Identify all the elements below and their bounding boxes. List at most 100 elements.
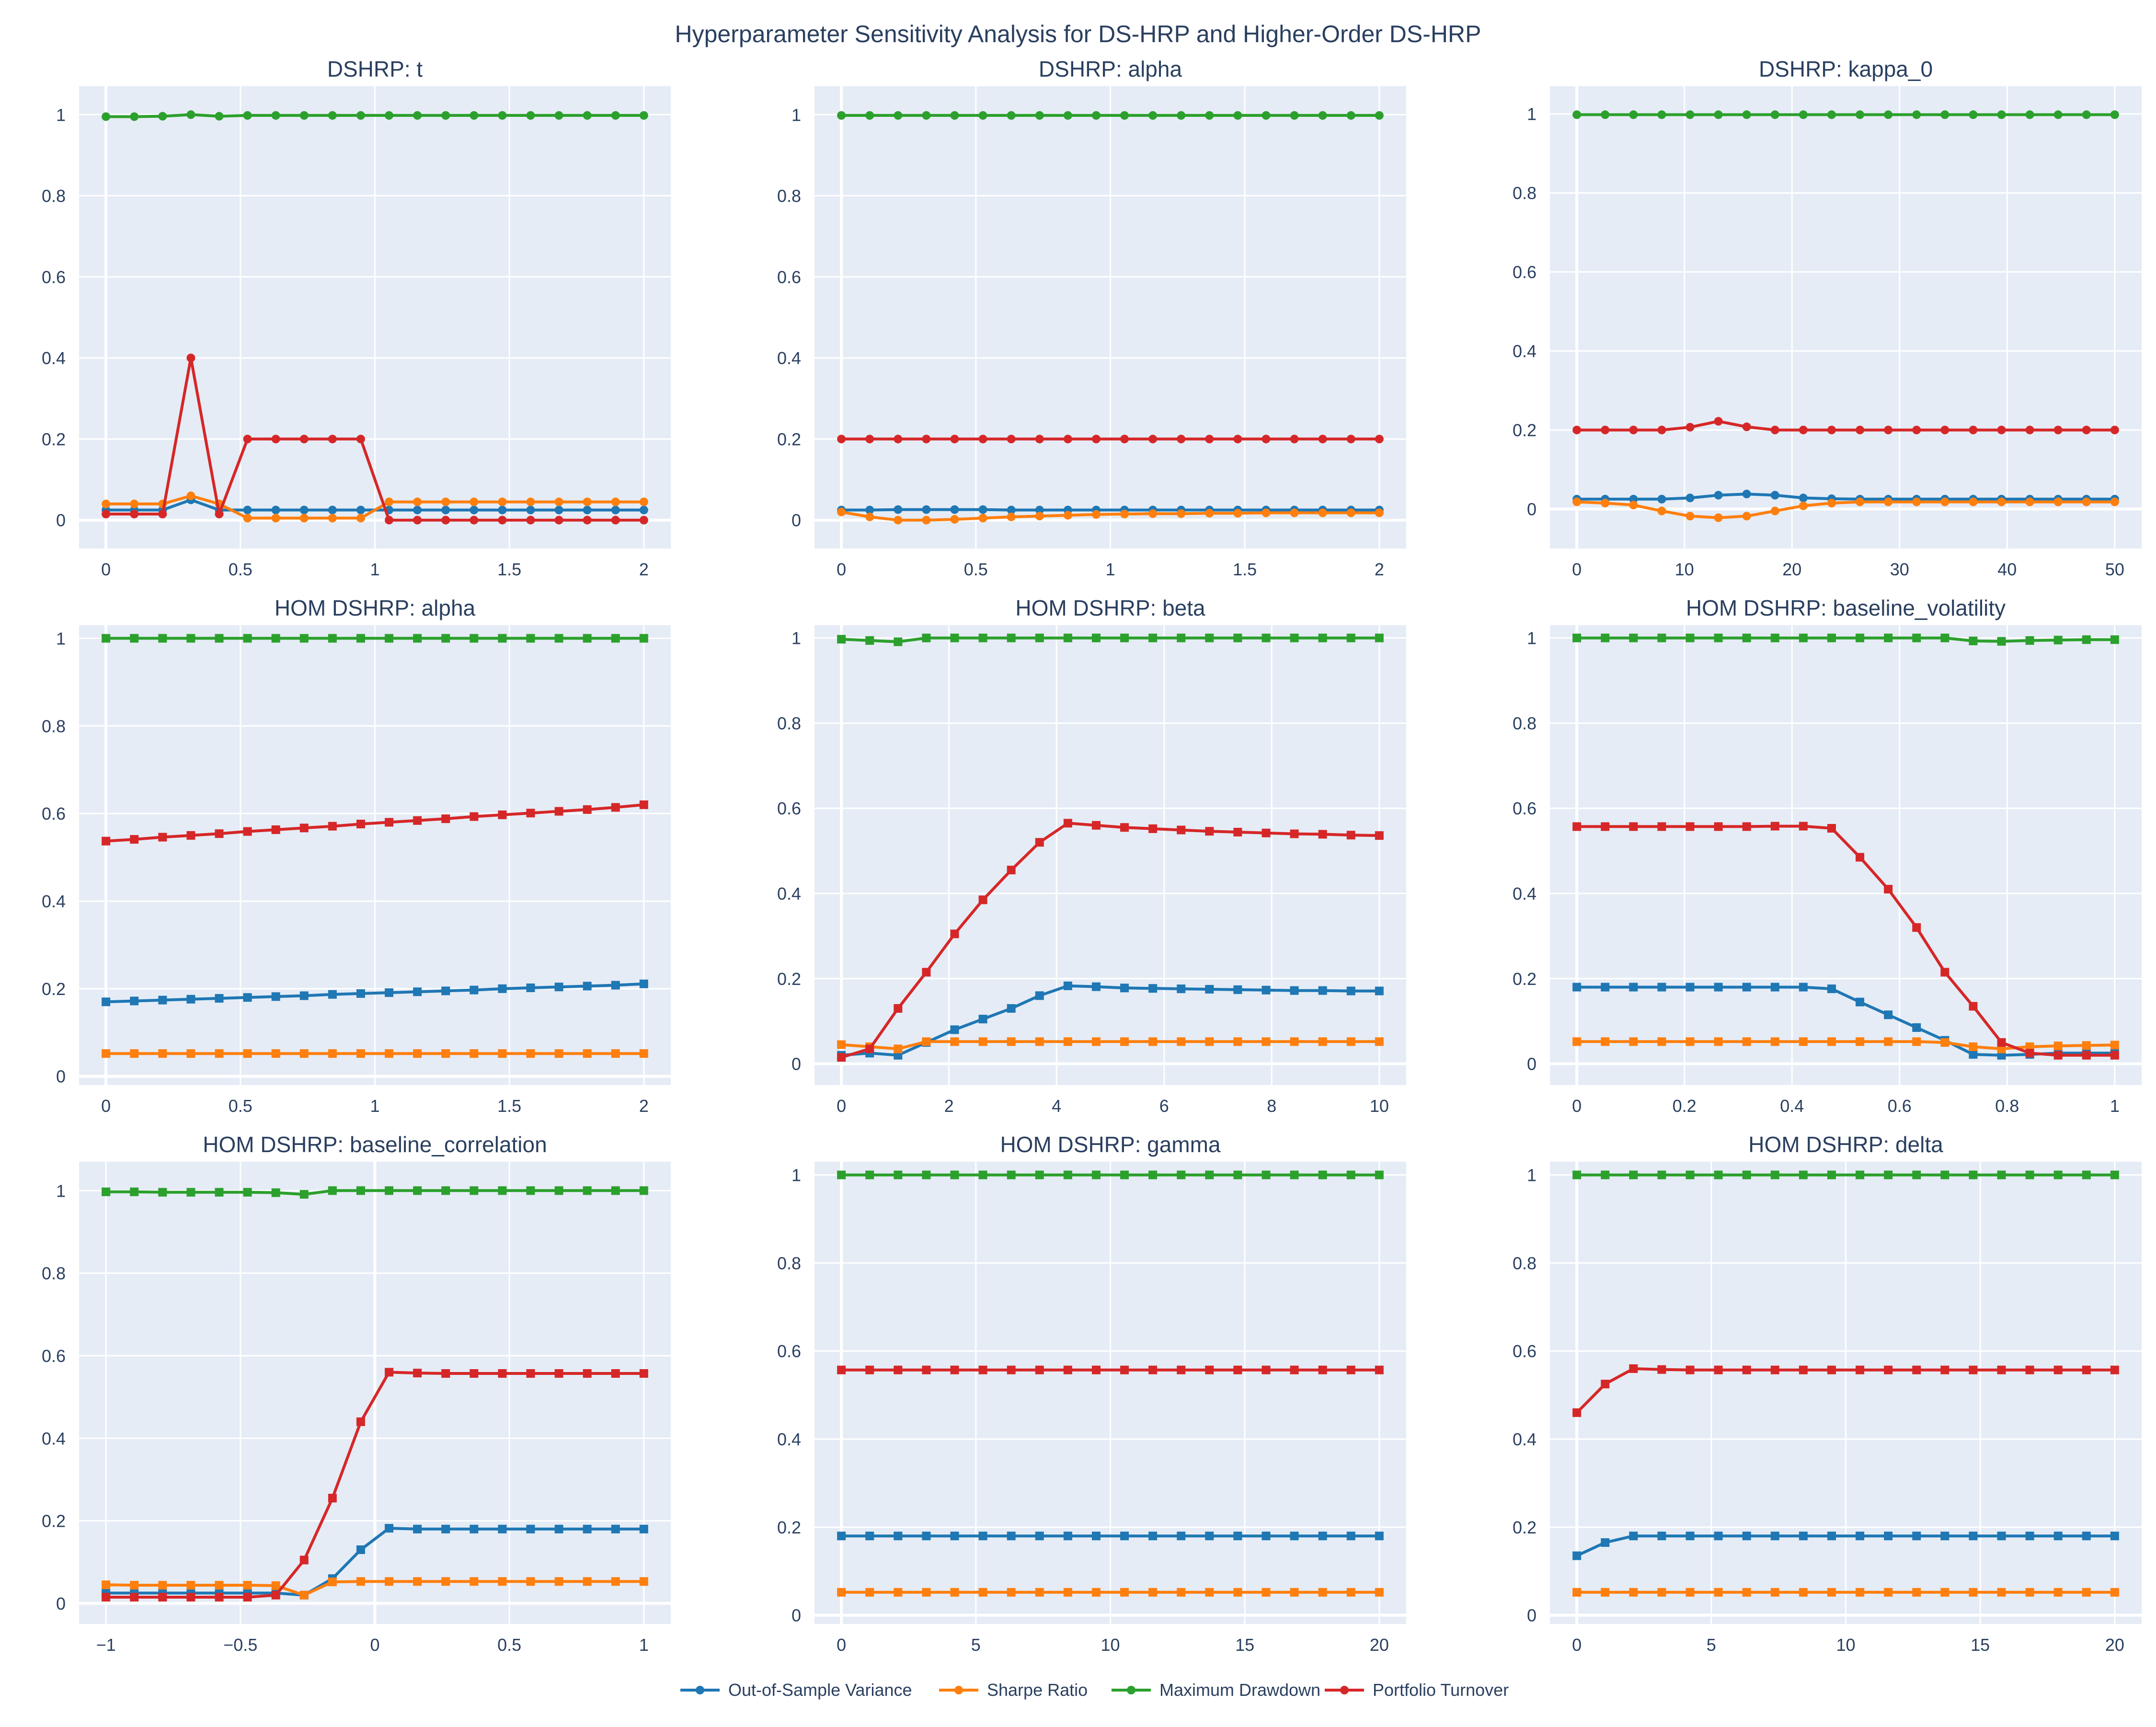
x-tick-label: 1.5 xyxy=(497,1096,521,1116)
data-point xyxy=(978,1015,987,1024)
y-tick-label: 0 xyxy=(56,1594,66,1613)
legend-item[interactable]: Out-of-Sample Variance xyxy=(680,1680,912,1700)
data-point xyxy=(978,1037,987,1046)
y-tick-label: 0 xyxy=(791,1606,801,1625)
data-point xyxy=(894,1170,903,1179)
series-4 xyxy=(102,1368,648,1601)
data-point xyxy=(130,1592,139,1601)
data-point xyxy=(215,1188,224,1197)
data-point xyxy=(1714,1588,1723,1597)
x-tick-label: 2 xyxy=(1375,560,1384,579)
x-tick-label: 10 xyxy=(1370,1096,1389,1116)
data-point xyxy=(554,505,563,515)
data-point xyxy=(1912,110,1921,119)
series-line xyxy=(841,636,1379,643)
y-tick-label: 0.8 xyxy=(1513,1253,1537,1273)
data-point xyxy=(1799,501,1808,510)
data-point xyxy=(1770,1588,1779,1597)
data-point xyxy=(1997,1588,2006,1597)
data-point xyxy=(526,515,535,525)
data-point xyxy=(1035,838,1044,847)
data-point xyxy=(1940,110,1950,119)
data-point xyxy=(1233,1037,1242,1046)
data-point xyxy=(1290,1037,1299,1046)
data-point xyxy=(413,987,422,996)
data-point xyxy=(328,505,337,515)
y-tick-label: 0.2 xyxy=(42,429,66,449)
series-2 xyxy=(837,1588,1384,1597)
data-point xyxy=(583,1186,592,1195)
data-point xyxy=(413,1369,422,1378)
data-point xyxy=(1091,1588,1101,1597)
data-point xyxy=(639,979,648,988)
x-tick-label: 10 xyxy=(1836,1635,1855,1655)
data-point xyxy=(1148,509,1158,518)
data-point xyxy=(385,1577,394,1586)
data-point xyxy=(2110,497,2119,506)
data-point xyxy=(1799,110,1808,119)
data-point xyxy=(498,515,507,525)
data-point xyxy=(328,111,337,120)
data-point xyxy=(441,1577,450,1586)
data-point xyxy=(526,984,535,993)
data-point xyxy=(865,435,874,444)
data-point xyxy=(526,1369,535,1378)
legend-item[interactable]: Portfolio Turnover xyxy=(1325,1680,1509,1700)
data-point xyxy=(2110,1051,2119,1060)
data-point xyxy=(1629,1037,1638,1046)
data-point xyxy=(1629,501,1638,510)
data-point xyxy=(526,634,535,643)
data-point xyxy=(865,636,874,645)
legend-item[interactable]: Maximum Drawdown xyxy=(1112,1680,1320,1700)
data-point xyxy=(1148,1532,1158,1541)
data-point xyxy=(1290,1365,1299,1374)
data-point xyxy=(470,1524,479,1533)
data-point xyxy=(1233,111,1242,120)
data-point xyxy=(1120,435,1129,444)
y-tick-label: 0.8 xyxy=(42,716,66,736)
data-point xyxy=(922,505,931,514)
data-point xyxy=(1261,633,1271,642)
x-tick-label: 1 xyxy=(2110,1096,2120,1116)
data-point xyxy=(2053,636,2063,645)
data-point xyxy=(2053,1532,2063,1541)
data-point xyxy=(1997,1038,2006,1047)
data-point xyxy=(1714,491,1723,500)
data-point xyxy=(385,818,394,827)
data-point xyxy=(1346,1365,1355,1374)
data-point xyxy=(1714,983,1723,992)
data-point xyxy=(894,637,903,646)
legend-item[interactable]: Sharpe Ratio xyxy=(939,1680,1088,1700)
x-tick-label: 1 xyxy=(370,560,379,579)
y-tick-label: 0 xyxy=(56,1067,66,1087)
data-point xyxy=(1827,824,1836,833)
data-point xyxy=(1007,1532,1016,1541)
data-point xyxy=(1714,1532,1723,1541)
data-point xyxy=(611,505,620,515)
data-point xyxy=(186,1592,195,1601)
data-point xyxy=(894,1044,903,1053)
y-tick-label: 0 xyxy=(791,511,801,530)
data-point xyxy=(1742,1365,1751,1374)
data-point xyxy=(186,831,195,840)
data-point xyxy=(950,1532,959,1541)
subplot-1: 0 0.2 0.4 0.6 0.8 1 0 0.5 1 1.5 2 DSHRP: t xyxy=(42,57,671,579)
data-point xyxy=(1601,1538,1610,1547)
data-point xyxy=(1375,1532,1384,1541)
data-point xyxy=(922,633,931,642)
x-tick-label: 1 xyxy=(639,1635,649,1655)
data-point xyxy=(186,995,195,1004)
data-point xyxy=(639,634,648,643)
data-point xyxy=(978,1170,987,1179)
data-point xyxy=(1799,1037,1808,1046)
data-point xyxy=(1714,1170,1723,1179)
data-point xyxy=(583,805,592,814)
data-point xyxy=(1601,822,1610,831)
data-point xyxy=(1318,830,1327,839)
y-tick-label: 0.6 xyxy=(1513,799,1537,818)
series-3 xyxy=(1572,1170,2119,1179)
data-point xyxy=(2053,1170,2063,1179)
series-line xyxy=(1577,420,2115,432)
data-point xyxy=(1856,110,1865,119)
